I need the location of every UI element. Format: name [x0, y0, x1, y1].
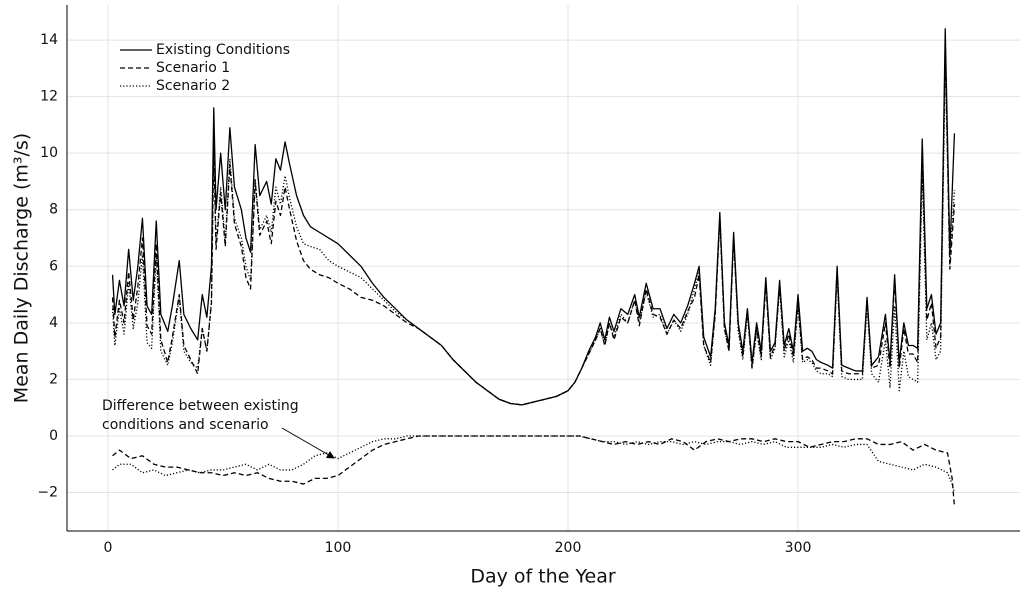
legend-label: Scenario 2: [156, 78, 230, 94]
series-line: [112, 435, 956, 493]
y-tick-label: 6: [49, 258, 58, 274]
y-tick-label: 0: [49, 428, 58, 444]
legend-label: Scenario 1: [156, 60, 230, 76]
series-line: [112, 435, 956, 507]
series-line: [111, 59, 956, 406]
annotation: conditions and scenario: [102, 417, 269, 433]
y-tick-label: 12: [40, 89, 58, 105]
annotation: Difference between existing: [102, 398, 299, 414]
series-line: [111, 42, 956, 406]
x-tick-label: 300: [785, 540, 812, 556]
y-tick-label: 8: [49, 202, 58, 218]
y-tick-label: 2: [49, 371, 58, 387]
series-line: [111, 28, 956, 406]
y-tick-label: 4: [49, 315, 58, 331]
y-tick-label: 14: [40, 32, 58, 48]
y-axis-title: Mean Daily Discharge (m³/s): [11, 133, 33, 403]
annotation-arrow: [281, 427, 335, 459]
x-tick-label: 100: [325, 540, 352, 556]
y-tick-label: −2: [37, 485, 58, 501]
y-tick-label: 10: [40, 145, 58, 161]
x-tick-label: 200: [555, 540, 582, 556]
x-tick-label: 0: [103, 540, 112, 556]
plot-area: [111, 28, 956, 507]
x-axis-title: Day of the Year: [470, 566, 616, 588]
legend: Existing Conditions Scenario 1 Scenario 2: [120, 42, 290, 94]
legend-label: Existing Conditions: [156, 42, 290, 58]
